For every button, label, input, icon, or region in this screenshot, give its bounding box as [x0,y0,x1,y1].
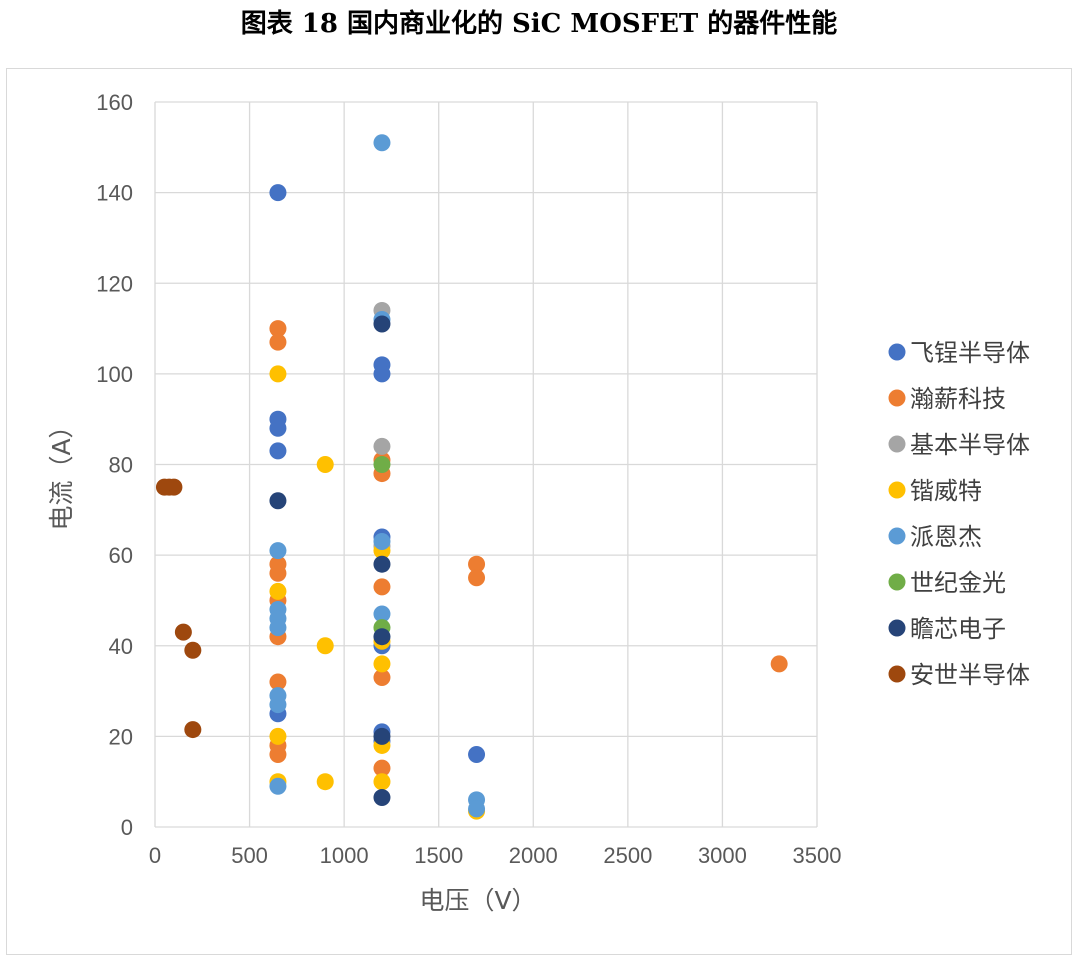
x-tick-label: 3500 [793,843,842,868]
y-tick-label: 120 [96,271,133,296]
legend-item: 飞锃半导体 [888,339,1030,367]
legend-label: 派恩杰 [910,523,982,551]
data-point [468,555,486,573]
data-point [174,623,192,641]
series-8 [155,478,202,739]
legend-label: 飞锃半导体 [910,339,1030,367]
data-point [373,437,391,455]
data-point [373,555,391,573]
data-point [269,320,287,338]
series-2 [269,320,788,777]
x-axis-ticks: 0 500 1000 1500 2000 2500 3000 3500 [149,843,842,868]
legend-item: 安世半导体 [888,661,1030,689]
y-tick-label: 60 [109,543,133,568]
y-tick-label: 160 [96,90,133,115]
y-axis-title: 电流（A） [47,413,76,530]
x-tick-label: 3000 [698,843,747,868]
y-axis-ticks: 0 20 40 60 80 100 120 140 160 [96,90,133,840]
legend-item: 锴威特 [888,477,982,505]
data-point [373,456,391,473]
legend-label: 瞻芯电子 [910,615,1006,643]
legend-item: 派恩杰 [888,523,982,551]
data-point [269,673,287,691]
legend-marker [888,435,906,453]
data-point [269,696,287,714]
data-point [269,492,287,510]
legend-label: 安世半导体 [910,661,1030,689]
data-point [184,641,202,659]
data-point [373,789,391,807]
data-point [468,569,486,587]
x-axis-title: 电压（V） [419,886,536,915]
data-point [269,333,287,351]
data-point [269,777,287,795]
gridlines [154,101,818,828]
legend-marker [888,389,906,407]
legend-item: 世纪金光 [888,569,1006,597]
data-point [269,619,287,637]
data-points [155,134,788,820]
legend-label: 瀚薪科技 [910,385,1006,413]
legend-label: 世纪金光 [910,569,1006,597]
data-point [373,315,391,333]
legend-item: 瞻芯电子 [888,615,1006,643]
data-point [373,727,391,745]
data-point [165,478,183,496]
y-tick-label: 140 [96,181,133,206]
data-point [373,668,391,686]
data-point [269,582,287,600]
legend-item: 基本半导体 [888,431,1030,459]
legend-marker [888,527,906,545]
legend-marker [888,481,906,499]
data-point [269,542,287,560]
legend-marker [888,619,906,637]
data-point [269,727,287,745]
data-point [269,442,287,460]
data-point [373,134,391,152]
y-tick-label: 80 [109,453,133,478]
chart-title: 图表 18 国内商业化的 SiC MOSFET 的器件性能 [240,9,838,39]
x-tick-label: 0 [149,843,161,868]
legend-label: 基本半导体 [910,431,1030,459]
series-7 [269,315,391,807]
y-tick-label: 100 [96,362,133,387]
data-point [316,637,334,655]
legend-label: 锴威特 [910,477,982,505]
data-point [373,533,391,551]
data-point [373,605,391,623]
x-tick-label: 1500 [414,843,463,868]
legend-marker [888,343,906,361]
data-point [269,746,287,763]
data-point [373,628,391,646]
data-point [373,578,391,596]
y-tick-label: 40 [109,634,133,659]
data-point [468,800,486,818]
data-point [184,721,202,739]
data-point [373,773,391,791]
data-point [770,655,788,673]
data-point [468,746,486,763]
x-tick-label: 2000 [509,843,558,868]
series-3 [373,301,391,555]
chart-frame [6,68,1072,955]
data-point [269,184,287,202]
data-point [269,419,287,437]
data-point [373,759,391,777]
data-point [373,655,391,673]
data-point [373,365,391,383]
legend-marker [888,665,906,683]
x-tick-label: 2500 [603,843,652,868]
data-point [316,456,334,473]
data-point [269,564,287,582]
data-point [316,773,334,791]
y-tick-label: 0 [121,815,133,840]
data-point [269,365,287,383]
legend-item: 瀚薪科技 [888,385,1006,413]
legend-marker [888,573,906,591]
y-tick-label: 20 [109,724,133,749]
x-tick-label: 500 [231,843,268,868]
x-tick-label: 1000 [320,843,369,868]
